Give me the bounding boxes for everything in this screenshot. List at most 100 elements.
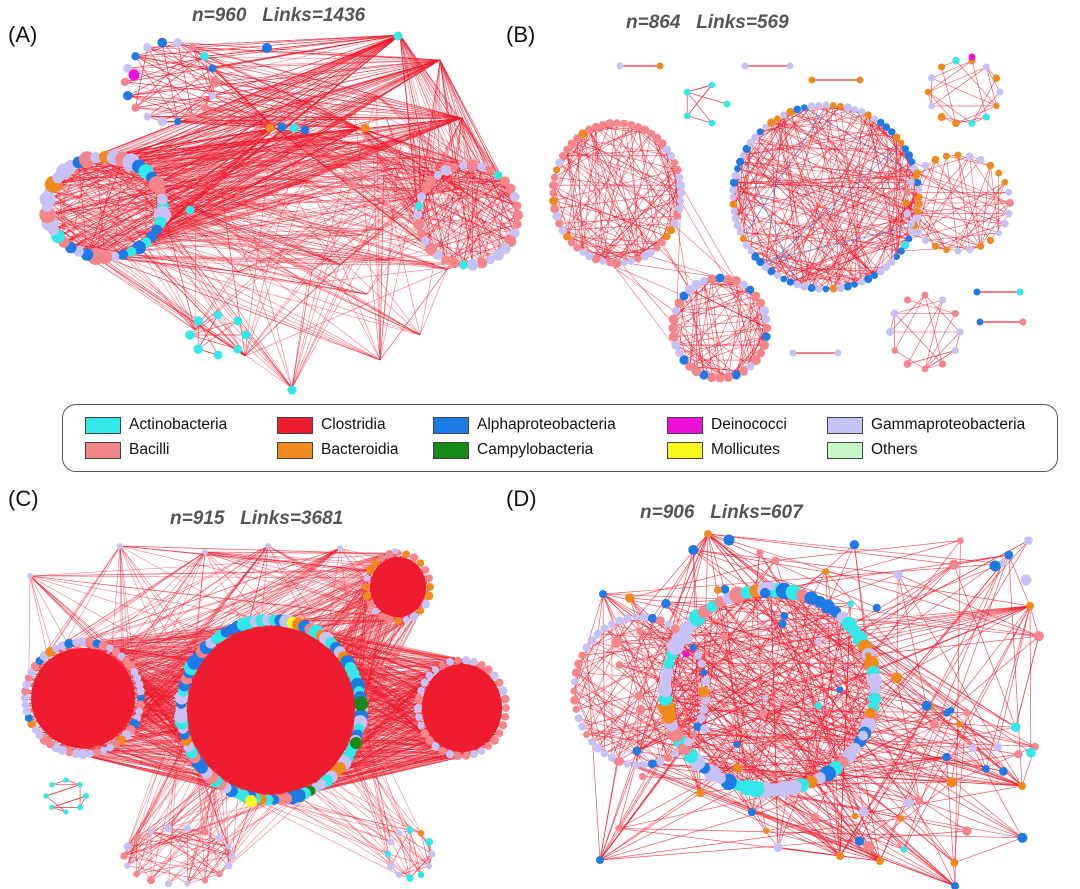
network-node [209, 76, 221, 88]
network-node [387, 838, 395, 846]
network-edge [619, 603, 851, 666]
network-edge [461, 117, 506, 249]
network-edge [212, 95, 361, 129]
network-node [950, 858, 959, 867]
network-node [123, 63, 133, 73]
network-edge [204, 551, 368, 597]
network-node [620, 119, 628, 128]
network-edge [724, 636, 952, 711]
legend: Actinobacteria Bacilli Clostridia Bacteroid… [62, 404, 1058, 472]
network-node [417, 686, 425, 695]
network-edge [599, 690, 707, 861]
network-node [453, 751, 463, 760]
network-edge [62, 750, 238, 794]
network-edge [687, 91, 728, 105]
network-node [449, 258, 460, 269]
network-edge [894, 299, 943, 314]
network-node [591, 254, 601, 264]
network-node [287, 385, 297, 395]
network-edge [848, 563, 1003, 625]
network-edge [599, 705, 819, 861]
network-node [664, 620, 672, 628]
network-edge [234, 158, 499, 176]
network-edge [924, 294, 943, 365]
network-node [871, 271, 879, 279]
network-edge [609, 200, 681, 263]
network-node [458, 160, 468, 170]
network-node [700, 724, 710, 734]
network-node [720, 584, 730, 594]
network-edge [238, 248, 506, 272]
network-node [993, 742, 1002, 752]
network-edge [728, 726, 1016, 783]
network-node [128, 69, 140, 81]
network-edge [412, 133, 506, 249]
network-edge [138, 34, 401, 248]
network-node [858, 278, 866, 286]
network-edge [686, 84, 713, 117]
network-edge [160, 191, 316, 198]
network-node [476, 257, 488, 269]
network-edge [582, 605, 1031, 727]
network-node [415, 713, 423, 721]
network-edge [439, 59, 491, 171]
network-edge [139, 547, 341, 685]
network-node [147, 828, 155, 835]
network-edge [946, 605, 1031, 714]
network-edge [911, 223, 981, 247]
network-node [201, 876, 209, 884]
network-node [98, 640, 109, 651]
network-node [636, 627, 644, 635]
network-node [395, 871, 403, 878]
network-node [699, 705, 709, 714]
network-node [583, 730, 591, 739]
network-edge [742, 155, 798, 285]
network-edge [582, 133, 611, 263]
network-edge [746, 182, 919, 246]
network-edge [696, 278, 713, 372]
network-node [462, 656, 471, 665]
network-edge [924, 331, 961, 370]
network-edge [924, 294, 961, 333]
network-edge [244, 133, 413, 357]
network-edge [925, 156, 970, 241]
network-node [188, 112, 197, 121]
network-edge [204, 831, 233, 857]
network-node [395, 830, 403, 837]
network-node [414, 694, 423, 704]
network-node [708, 81, 716, 89]
network-node [213, 310, 223, 320]
network-node [493, 170, 503, 180]
network-edge [127, 59, 441, 69]
network-node [756, 258, 765, 267]
network-node [20, 693, 30, 703]
network-node [992, 74, 1001, 82]
network-node [406, 826, 414, 834]
network-edge [280, 586, 367, 621]
network-node [615, 825, 622, 832]
network-edge [951, 724, 960, 783]
network-edge [599, 792, 701, 861]
network-node [64, 638, 74, 649]
edges-b [552, 60, 1023, 379]
network-node [593, 629, 603, 639]
network-node [907, 178, 915, 186]
network-edge [399, 34, 506, 182]
network-edge [192, 47, 361, 129]
network-node [730, 207, 738, 215]
network-node [882, 123, 891, 131]
network-edge [790, 109, 855, 283]
network-edge [187, 828, 229, 866]
network-node [241, 330, 251, 340]
network-edge [629, 597, 738, 745]
network-node [700, 669, 708, 677]
network-edge [586, 533, 709, 735]
network-node [708, 119, 716, 127]
network-node [353, 696, 369, 711]
network-edge [462, 188, 499, 256]
network-edge [554, 192, 682, 209]
network-node [789, 349, 797, 357]
network-node [733, 763, 743, 773]
network-node [956, 537, 964, 544]
network-edge [765, 554, 1009, 591]
